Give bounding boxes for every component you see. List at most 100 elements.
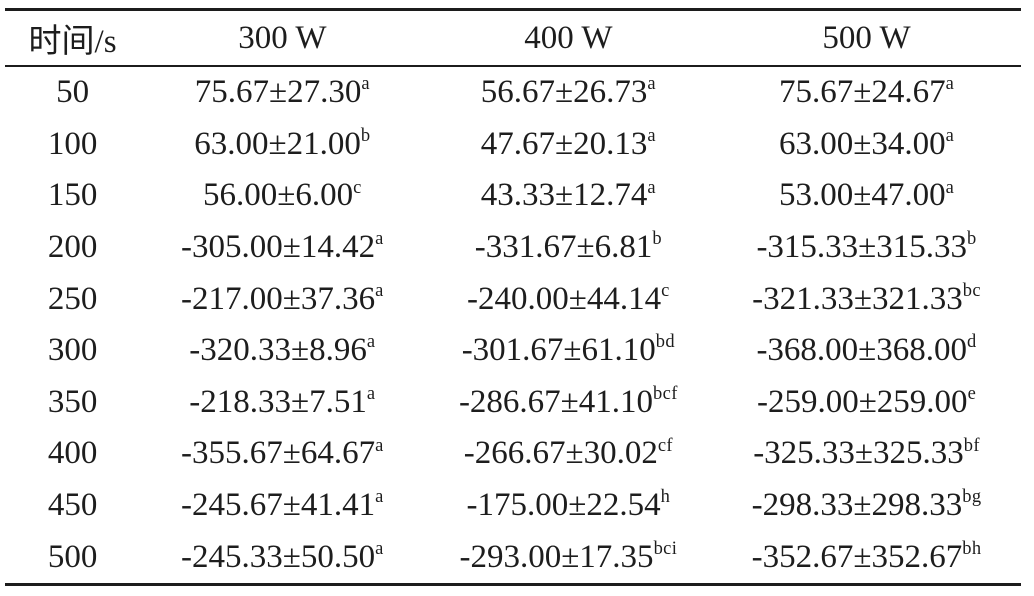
mean-sd-value: 47.67±20.13 (480, 125, 648, 162)
significance-superscript: d (967, 331, 977, 352)
mean-sd-value: 63.00±34.00 (778, 125, 946, 162)
significance-superscript: a (375, 486, 384, 507)
value-cell: -355.67±64.67a (140, 428, 424, 480)
significance-superscript: a (647, 73, 656, 94)
significance-superscript: a (375, 537, 384, 558)
significance-superscript: b (360, 124, 371, 145)
mean-sd-value: -245.33±50.50 (181, 538, 376, 575)
mean-sd-value: -286.67±41.10 (458, 383, 654, 420)
value-cell: 56.00±6.00c (140, 170, 424, 222)
significance-superscript: a (366, 331, 376, 352)
value-cell: -218.33±7.51a (140, 377, 424, 429)
column-header-time: 时间/s (5, 9, 141, 67)
mean-sd-value: -352.67±352.67 (751, 538, 963, 575)
measurement-table: 时间/s 300 W 400 W 500 W 50 75.67±27.30a 56.… (5, 8, 1021, 586)
significance-superscript: h (660, 486, 671, 507)
value-cell: -217.00±37.36a (140, 273, 424, 325)
table-row: 450 -245.67±41.41a -175.00±22.54h -298.33±2… (5, 480, 1021, 532)
value-cell: -368.00±368.00d (712, 325, 1021, 377)
value-cell: -245.67±41.41a (140, 480, 424, 532)
column-header-500w: 500 W (712, 9, 1021, 67)
significance-superscript: bci (653, 537, 678, 558)
value-cell: -305.00±14.42a (140, 222, 424, 274)
time-cell: 500 (47, 538, 98, 575)
mean-sd-value: -355.67±64.67 (181, 435, 376, 472)
value-cell: -315.33±315.33b (712, 222, 1021, 274)
significance-superscript: a (375, 228, 384, 249)
significance-superscript: cf (657, 434, 673, 455)
significance-superscript: a (375, 434, 384, 455)
time-cell: 200 (47, 229, 98, 266)
header-row: 时间/s 300 W 400 W 500 W (5, 9, 1021, 67)
significance-superscript: a (945, 73, 955, 94)
table-row: 250 -217.00±37.36a -240.00±44.14c -321.33±3… (5, 273, 1021, 325)
time-cell: 300 (47, 332, 98, 369)
mean-sd-value: -320.33±8.96 (189, 332, 367, 369)
mean-sd-value: -301.67±61.10 (461, 332, 656, 369)
mean-sd-value: 56.00±6.00 (203, 177, 354, 214)
time-cell: 400 (47, 435, 98, 472)
mean-sd-value: -298.33±298.33 (751, 487, 963, 524)
table-row: 500 -245.33±50.50a -293.00±17.35bci -352.67… (5, 531, 1021, 584)
significance-superscript: b (967, 228, 977, 249)
value-cell: -320.33±8.96a (140, 325, 424, 377)
table-row: 300 -320.33±8.96a -301.67±61.10bd -368.00±3… (5, 325, 1021, 377)
mean-sd-value: -266.67±30.02 (463, 435, 658, 472)
mean-sd-value: 43.33±12.74 (480, 177, 648, 214)
significance-superscript: a (647, 176, 656, 197)
column-header-400w: 400 W (424, 9, 713, 67)
value-cell: 63.00±34.00a (712, 119, 1021, 171)
mean-sd-value: 56.67±26.73 (480, 74, 648, 111)
significance-superscript: a (945, 124, 955, 145)
time-cell: 250 (47, 280, 98, 317)
mean-sd-value: -315.33±315.33 (756, 229, 968, 266)
column-header-300w: 300 W (140, 9, 425, 67)
mean-sd-value: -175.00±22.54 (466, 487, 661, 524)
mean-sd-value: -218.33±7.51 (189, 383, 367, 420)
time-cell: 350 (47, 383, 98, 420)
mean-sd-value: -293.00±17.35 (459, 538, 654, 575)
value-cell: -321.33±321.33bc (712, 273, 1021, 325)
significance-superscript: a (945, 176, 955, 197)
value-cell: 75.67±27.30a (140, 66, 424, 119)
value-cell: -175.00±22.54h (425, 480, 713, 532)
mean-sd-value: 75.67±27.30 (194, 74, 362, 111)
significance-superscript: a (647, 124, 656, 145)
value-cell: -325.33±325.33bf (712, 428, 1021, 480)
significance-superscript: bf (963, 434, 980, 455)
value-cell: -301.67±61.10bd (425, 325, 713, 377)
time-cell: 450 (47, 487, 98, 524)
table-row: 50 75.67±27.30a 56.67±26.73a 75.67±24.67a (5, 66, 1021, 119)
time-cell: 150 (47, 177, 98, 214)
mean-sd-value: -325.33±325.33 (753, 435, 964, 472)
value-cell: 53.00±47.00a (712, 170, 1021, 222)
mean-sd-value: -217.00±37.36 (181, 280, 376, 317)
mean-sd-value: 53.00±47.00 (778, 177, 946, 214)
mean-sd-value: -240.00±44.14 (467, 280, 662, 317)
table-row: 350 -218.33±7.51a -286.67±41.10bcf -259.00±… (5, 377, 1021, 429)
value-cell: -331.67±6.81b (425, 222, 713, 274)
significance-superscript: bg (962, 486, 982, 507)
time-cell: 50 (56, 74, 90, 111)
value-cell: 75.67±24.67a (712, 66, 1021, 119)
value-cell: -266.67±30.02cf (425, 428, 713, 480)
significance-superscript: a (361, 73, 370, 94)
value-cell: -352.67±352.67bh (712, 531, 1021, 584)
value-cell: -298.33±298.33bg (712, 480, 1021, 532)
value-cell: -286.67±41.10bcf (425, 377, 713, 429)
value-cell: -245.33±50.50a (140, 531, 424, 584)
significance-superscript: a (375, 279, 384, 300)
significance-superscript: a (366, 382, 376, 403)
table-row: 150 56.00±6.00c 43.33±12.74a 53.00±47.00a (5, 170, 1021, 222)
mean-sd-value: 75.67±24.67 (778, 74, 946, 111)
mean-sd-value: 63.00±21.00 (194, 125, 361, 162)
mean-sd-value: -305.00±14.42 (181, 229, 376, 266)
significance-superscript: bcf (653, 382, 678, 403)
significance-superscript: c (661, 279, 670, 300)
mean-sd-value: -259.00±259.00 (756, 383, 968, 420)
significance-superscript: bh (962, 537, 982, 558)
value-cell: 56.67±26.73a (425, 66, 713, 119)
mean-sd-value: -321.33±321.33 (752, 280, 963, 317)
table-row: 400 -355.67±64.67a -266.67±30.02cf -325.33±… (5, 428, 1021, 480)
